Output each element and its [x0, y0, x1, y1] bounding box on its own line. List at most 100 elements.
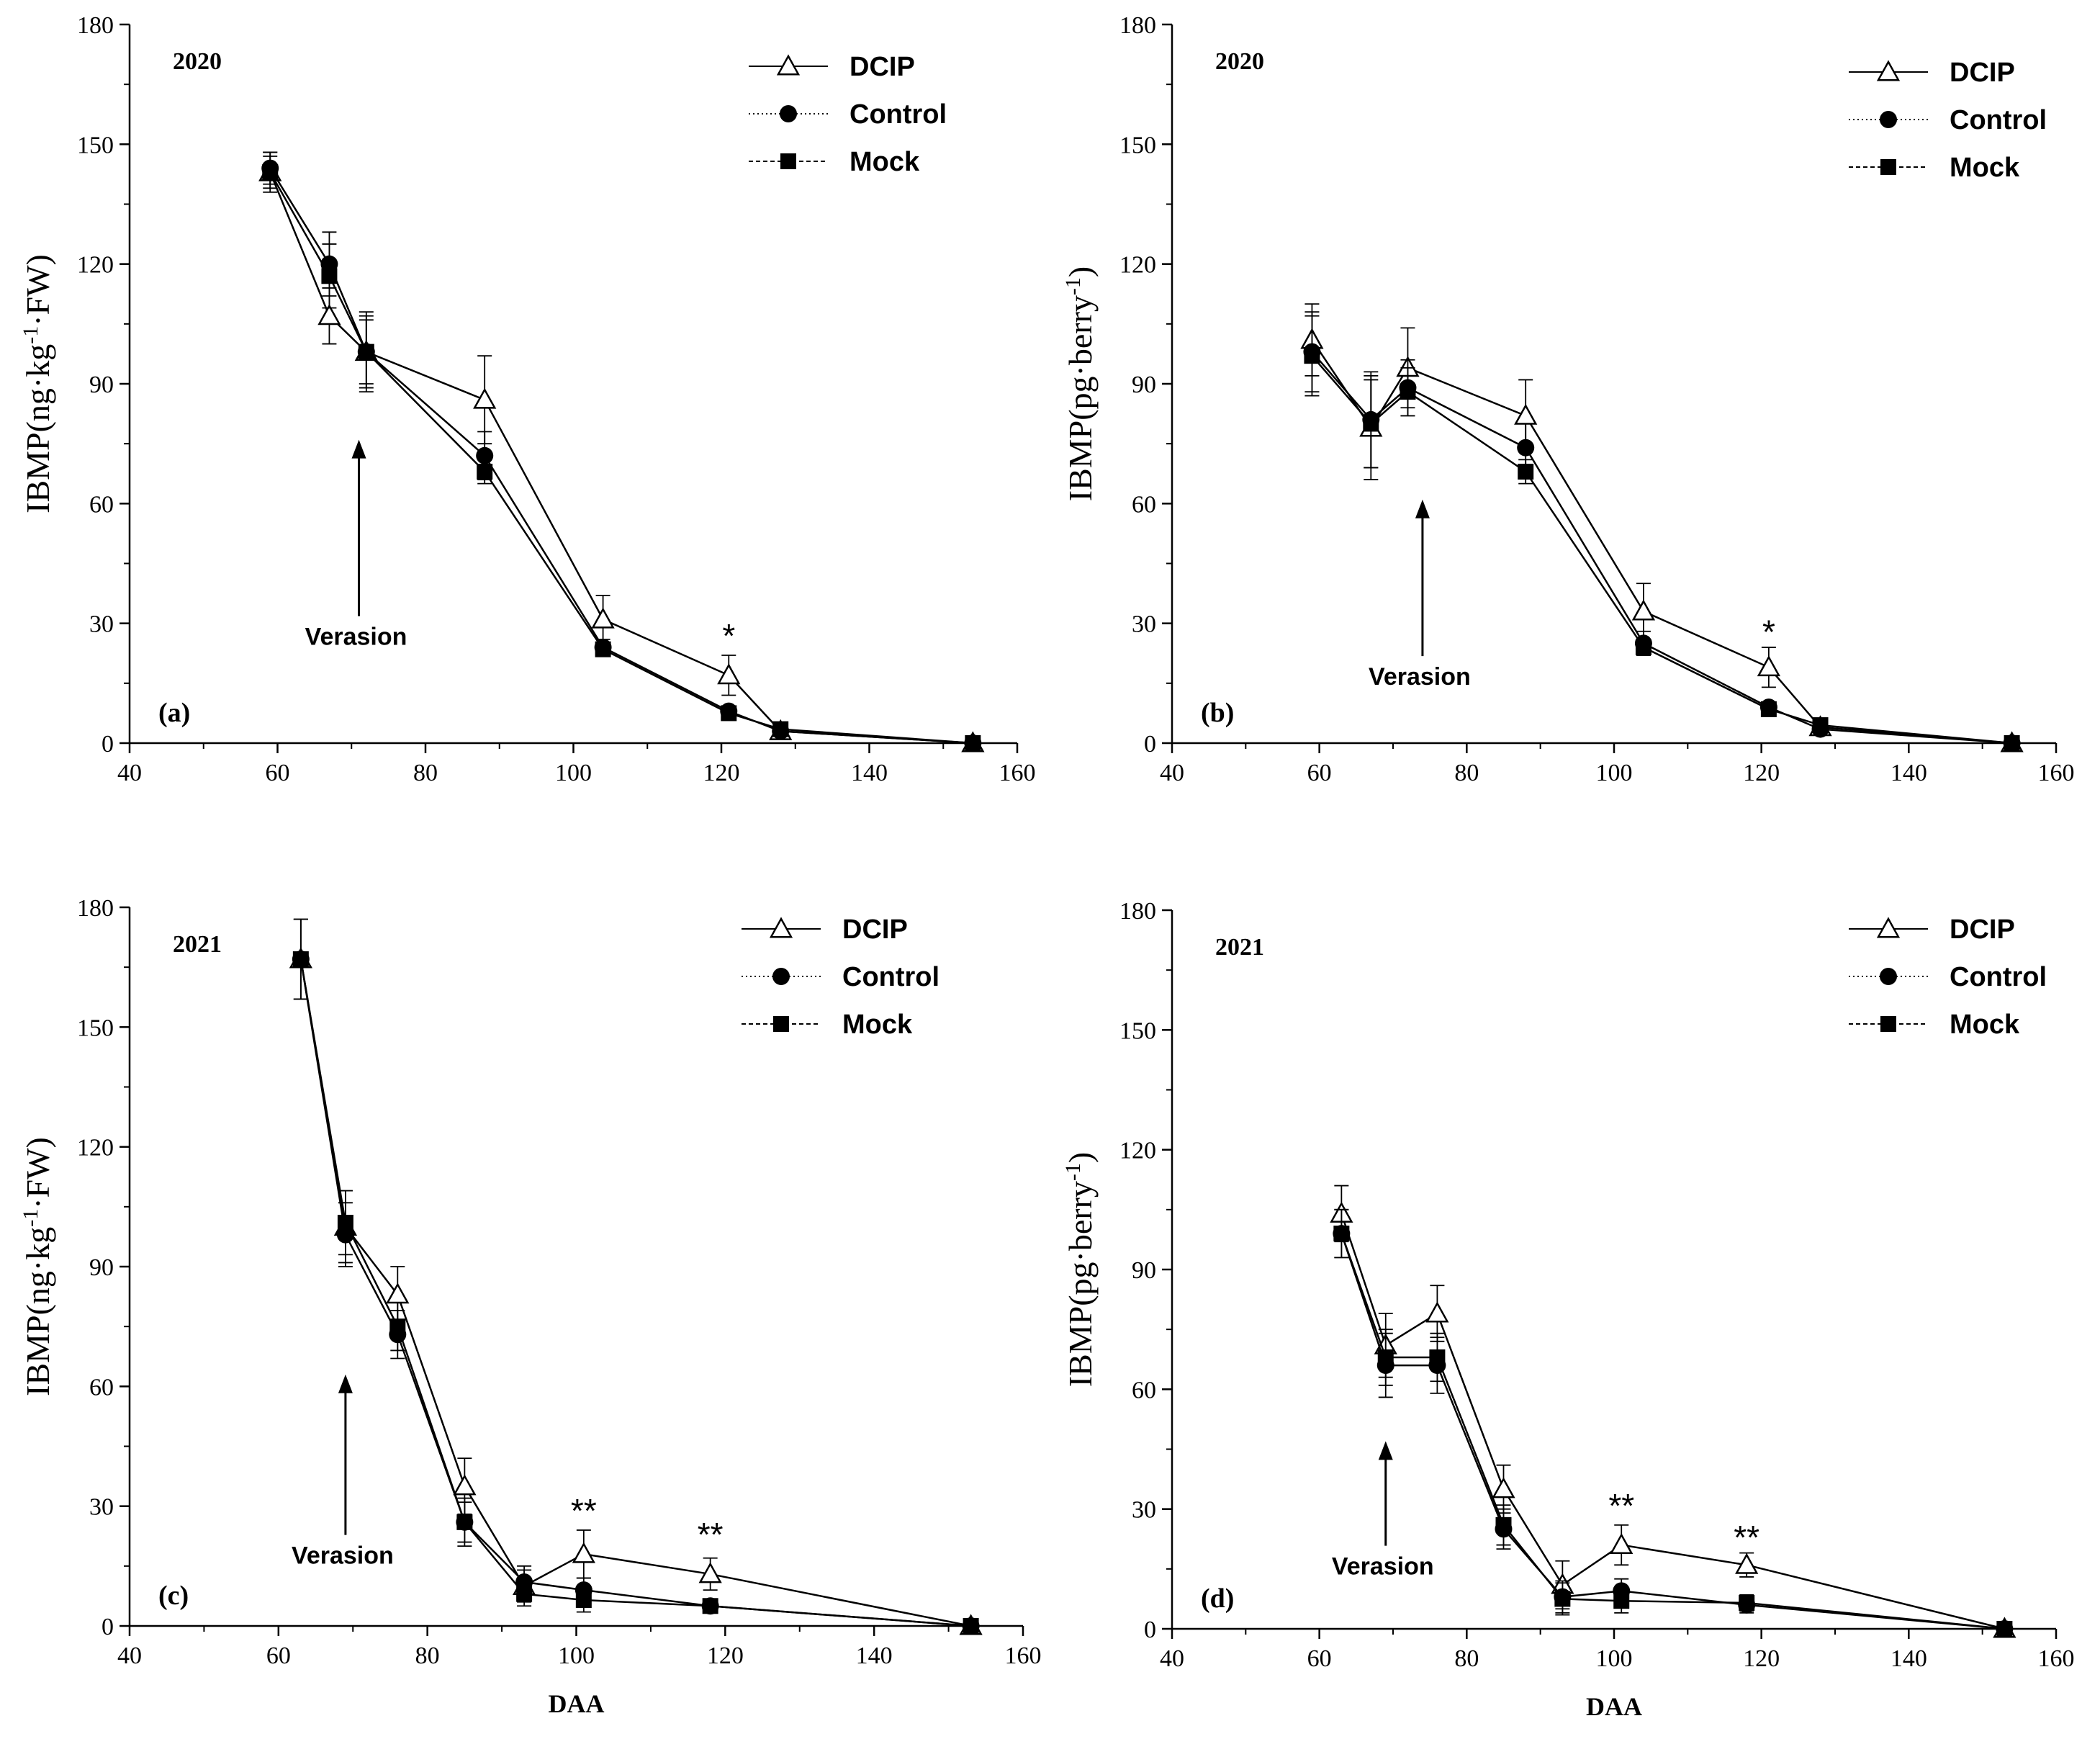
data-point [1517, 439, 1535, 457]
data-point [717, 663, 741, 685]
x-tick-label: 160 [2038, 1645, 2075, 1672]
y-tick-label: 60 [89, 1374, 114, 1401]
data-point [262, 164, 279, 181]
y-axis-label: IBMP(pg·berry-1) [1061, 266, 1099, 502]
chart-panel-d: 40 60 80 100 120 140 160 0 30 60 90 120 150 180 IBMP(p… [1061, 898, 2075, 1721]
panel-label: (a) [158, 698, 190, 728]
series-dcip [1330, 1185, 2016, 1638]
y-axis-label: IBMP(ng·kg-1·FW) [19, 1137, 56, 1396]
legend-marker [776, 54, 801, 76]
veraison-arrowhead [1415, 499, 1430, 518]
series-mock [1333, 1208, 2013, 1637]
legend-marker [1876, 917, 1901, 938]
data-point [1739, 1594, 1755, 1611]
data-point [1554, 1591, 1571, 1607]
legend-marker [772, 968, 790, 985]
legend-label: DCIP [1950, 915, 2015, 945]
x-tick-label: 80 [413, 760, 438, 786]
series-control [1333, 1208, 2014, 1637]
legend-label: Mock [850, 147, 920, 177]
data-point [595, 641, 611, 657]
year-label: 2020 [173, 48, 222, 75]
legend-marker [780, 153, 796, 169]
data-point [473, 387, 497, 409]
y-axis-label: IBMP(pg·berry-1) [1061, 1152, 1099, 1388]
legend-label: Mock [1950, 1010, 2020, 1040]
significance-mark: ** [571, 1492, 597, 1529]
data-point [1812, 717, 1829, 734]
y-tick-label: 90 [1132, 1257, 1156, 1284]
data-point [572, 1542, 595, 1563]
chart-panel-a: 40 60 80 100 120 140 160 0 30 60 90 120 150 180 IBMP(n… [19, 12, 1036, 786]
veraison-label: Verasion [305, 624, 407, 651]
significance-mark: ** [1608, 1487, 1634, 1524]
x-axis-label: DAA [1586, 1692, 1642, 1721]
x-tick-label: 120 [707, 1643, 744, 1669]
x-axis-label: DAA [549, 1689, 605, 1718]
x-tick-label: 100 [1596, 760, 1633, 786]
x-tick-label: 140 [856, 1643, 893, 1669]
series-dcip [258, 151, 985, 752]
data-point [1400, 384, 1416, 400]
legend-label: Control [1950, 105, 2047, 135]
panel-label: (b) [1201, 698, 1234, 728]
data-point [1757, 655, 1781, 677]
x-tick-label: 40 [117, 760, 142, 786]
data-point [1518, 463, 1534, 480]
series-mock [1304, 315, 2020, 751]
significance-mark: * [1762, 613, 1775, 650]
data-point [1495, 1516, 1512, 1533]
x-tick-label: 60 [266, 760, 290, 786]
data-point [1996, 1621, 2013, 1637]
series-mock [292, 918, 979, 1634]
y-tick-label: 120 [1119, 252, 1156, 279]
data-point [1425, 1301, 1449, 1323]
y-tick-label: 180 [1119, 898, 1156, 925]
x-tick-label: 100 [555, 760, 592, 786]
y-tick-label: 30 [89, 1494, 114, 1521]
data-point [337, 1215, 353, 1231]
series-mock [262, 156, 981, 751]
x-tick-label: 60 [1307, 1645, 1332, 1672]
series-line [1340, 1233, 2005, 1630]
y-tick-label: 120 [1119, 1138, 1156, 1164]
data-point [317, 304, 341, 325]
data-point [1429, 1349, 1446, 1365]
data-point [2004, 735, 2020, 751]
data-point [1333, 1226, 1350, 1242]
data-point [702, 1598, 718, 1614]
veraison-label: Verasion [1332, 1553, 1434, 1581]
y-tick-label: 0 [1144, 1617, 1156, 1643]
y-tick-label: 180 [77, 895, 114, 922]
y-tick-label: 180 [77, 12, 114, 39]
significance-mark: ** [1734, 1519, 1759, 1556]
y-tick-label: 180 [1119, 12, 1156, 39]
significance-mark: ** [698, 1516, 724, 1553]
y-tick-label: 150 [1119, 132, 1156, 158]
y-tick-label: 90 [1132, 372, 1156, 398]
veraison-arrowhead [338, 1374, 353, 1393]
data-point [1304, 348, 1320, 364]
y-tick-label: 0 [1144, 731, 1156, 758]
data-point [772, 721, 789, 737]
y-tick-label: 120 [77, 252, 114, 279]
y-tick-label: 30 [89, 611, 114, 638]
data-point [292, 951, 309, 968]
data-point [1610, 1532, 1633, 1555]
data-point [1760, 701, 1777, 717]
series-line [299, 958, 971, 1627]
y-tick-label: 150 [77, 1015, 114, 1041]
x-tick-label: 60 [1307, 760, 1332, 786]
data-point [575, 1591, 592, 1608]
chart-panel-b: 40 60 80 100 120 140 160 0 30 60 90 120 150 180 IBMP(p… [1061, 12, 2075, 786]
x-tick-label: 120 [703, 760, 740, 786]
chart-panel-c: 40 60 80 100 120 140 160 0 30 60 90 120 150 180 IBMP(n… [19, 895, 1042, 1718]
x-tick-label: 100 [1596, 1645, 1633, 1672]
legend-marker [1880, 111, 1897, 128]
data-point [698, 1562, 722, 1583]
year-label: 2021 [173, 931, 222, 958]
data-point [1363, 415, 1379, 432]
data-point [1613, 1593, 1630, 1609]
legend-label: DCIP [1950, 58, 2015, 88]
